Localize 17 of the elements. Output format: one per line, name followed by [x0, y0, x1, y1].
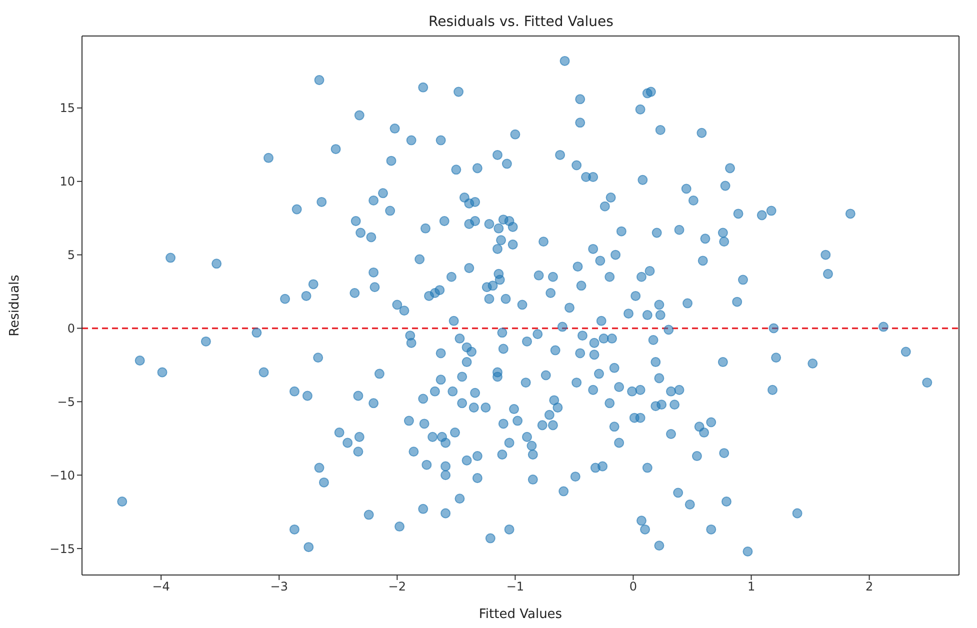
y-tick-label: −15 — [50, 542, 75, 556]
y-tick-label: 0 — [67, 322, 75, 336]
x-axis-title: Fitted Values — [478, 607, 562, 622]
chart-title: Residuals vs. Fitted Values — [428, 14, 614, 30]
x-tick-label: −4 — [152, 580, 170, 594]
y-tick-label: −5 — [57, 394, 75, 409]
y-tick-label: −10 — [50, 468, 75, 482]
x-tick-label: 1 — [747, 580, 756, 594]
x-tick-label: 0 — [629, 580, 638, 594]
x-tick-label: −2 — [388, 580, 406, 594]
x-tick-label: −3 — [270, 580, 288, 594]
y-axis-title: Residuals — [8, 274, 23, 336]
y-tick-label: 10 — [60, 174, 75, 189]
x-tick-label: 2 — [865, 580, 874, 594]
x-tick-label: −1 — [506, 580, 524, 594]
y-tick-label: 15 — [60, 101, 75, 116]
y-tick-label: 5 — [67, 248, 75, 262]
